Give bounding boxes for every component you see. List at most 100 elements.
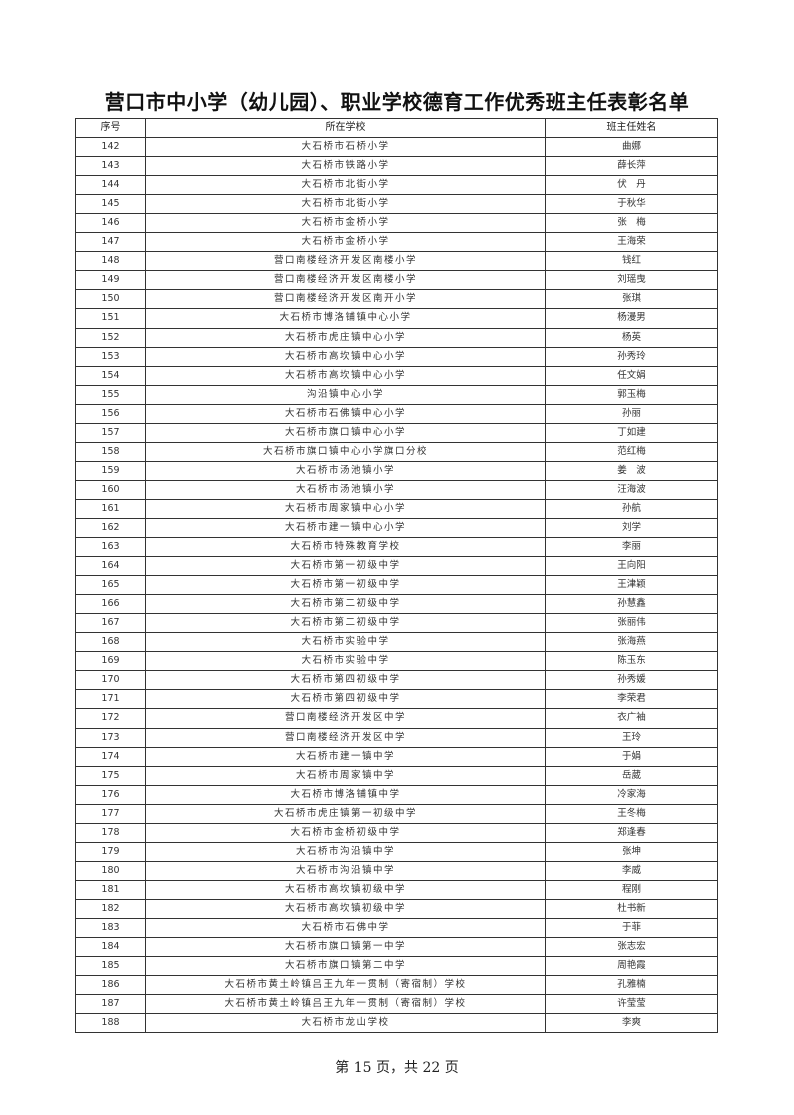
cell-teacher-name: 李荣君 <box>545 689 718 710</box>
table-row: 156 大石桥市石佛镇中心小学 孙丽 <box>75 403 718 424</box>
cell-school: 大石桥市旗口镇中心小学旗口分校 <box>145 441 546 462</box>
cell-index: 150 <box>75 289 146 310</box>
table-row: 172 营口南楼经济开发区中学 衣广袖 <box>75 708 718 729</box>
table-row: 168 大石桥市实验中学 张海燕 <box>75 632 718 653</box>
cell-index: 145 <box>75 194 146 215</box>
cell-index: 178 <box>75 822 146 843</box>
cell-teacher-name: 丁如建 <box>545 422 718 443</box>
cell-index: 166 <box>75 594 146 615</box>
table-row: 159 大石桥市汤池镇小学姜 波 <box>75 460 718 481</box>
cell-teacher-name: 于秋华 <box>545 194 718 215</box>
cell-index: 179 <box>75 841 146 862</box>
table-row: 180 大石桥市沟沿镇中学 李威 <box>75 860 718 881</box>
cell-index: 186 <box>75 975 146 996</box>
table-row: 178 大石桥市金桥初级中学 郑逢春 <box>75 822 718 843</box>
cell-index: 169 <box>75 651 146 672</box>
cell-index: 142 <box>75 137 146 158</box>
cell-school: 营口南楼经济开发区中学 <box>145 708 546 729</box>
cell-school: 大石桥市第一初级中学 <box>145 575 546 596</box>
cell-index: 153 <box>75 346 146 367</box>
cell-teacher-name: 杨英 <box>545 327 718 348</box>
cell-index: 162 <box>75 517 146 539</box>
table-row: 176 大石桥市博洛铺镇中学 冷家海 <box>75 784 718 805</box>
cell-teacher-name: 王津颖 <box>545 575 718 596</box>
cell-teacher-name: 薛长萍 <box>545 156 718 177</box>
cell-teacher-name: 钱红 <box>545 251 718 272</box>
cell-teacher-name: 张志宏 <box>545 937 718 958</box>
table-body: 142 大石桥市石桥小学 曲娜 143 大石桥市铁路小学 薛长萍 144 大石桥市北街小学伏 … <box>75 137 718 1034</box>
cell-school: 大石桥市石佛镇中心小学 <box>145 403 546 424</box>
cell-index: 187 <box>75 994 146 1015</box>
cell-school: 大石桥市虎庄镇第一初级中学 <box>145 803 546 824</box>
cell-index: 171 <box>75 689 146 710</box>
cell-teacher-name: 杨漫男 <box>545 308 718 329</box>
table-row: 151 大石桥市博洛铺镇中心小学 杨漫男 <box>75 308 718 329</box>
document-title: 营口市中小学（幼儿园）、职业学校德育工作优秀班主任表彰名单 <box>104 90 690 114</box>
cell-school: 大石桥市黄土岭镇吕王九年一贯制（寄宿制）学校 <box>145 994 546 1015</box>
table-row: 162 大石桥市建一镇中心小学 刘学 <box>75 517 718 539</box>
cell-teacher-name: 孙丽 <box>545 403 718 424</box>
cell-school: 大石桥市汤池镇小学 <box>145 479 546 500</box>
cell-school: 大石桥市高坎镇初级中学 <box>145 898 546 919</box>
cell-index: 149 <box>75 270 146 291</box>
cell-index: 175 <box>75 765 146 786</box>
table-row: 161 大石桥市周家镇中心小学 孙航 <box>75 498 718 519</box>
cell-school: 大石桥市虎庄镇中心小学 <box>145 327 546 348</box>
cell-teacher-name: 王玲 <box>545 727 718 748</box>
table-row: 185 大石桥市旗口镇第二中学 周艳霞 <box>75 956 718 977</box>
cell-school: 大石桥市博洛铺镇中学 <box>145 784 546 805</box>
table-row: 181 大石桥市高坎镇初级中学 程刚 <box>75 879 718 900</box>
cell-school: 大石桥市周家镇中心小学 <box>145 498 546 519</box>
cell-teacher-name: 孔雅楠 <box>545 975 718 996</box>
cell-teacher-name: 王冬梅 <box>545 803 718 824</box>
cell-teacher-name: 张坤 <box>545 841 718 862</box>
page-number: 第 15 页，共 22 页 <box>335 1060 459 1076</box>
cell-school: 大石桥市建一镇中学 <box>145 746 546 767</box>
table-row: 150 营口南楼经济开发区南开小学 张琪 <box>75 289 718 310</box>
cell-school: 大石桥市第二初级中学 <box>145 613 546 634</box>
cell-teacher-name: 姜 波 <box>545 460 718 481</box>
cell-school: 大石桥市高坎镇中心小学 <box>145 346 546 367</box>
cell-index: 156 <box>75 403 146 424</box>
cell-school: 大石桥市北街小学 <box>145 194 546 215</box>
table-row: 170 大石桥市第四初级中学 孙秀媛 <box>75 670 718 691</box>
cell-index: 163 <box>75 537 146 558</box>
cell-school: 大石桥市铁路小学 <box>145 156 546 177</box>
table-row: 183 大石桥市石佛中学 于菲 <box>75 917 718 939</box>
cell-teacher-name: 周艳霞 <box>545 956 718 977</box>
cell-index: 181 <box>75 879 146 900</box>
table-row: 171 大石桥市第四初级中学 李荣君 <box>75 689 718 710</box>
cell-school: 营口南楼经济开发区南楼小学 <box>145 251 546 272</box>
cell-teacher-name: 于娟 <box>545 746 718 767</box>
cell-school: 大石桥市实验中学 <box>145 632 546 653</box>
cell-index: 144 <box>75 175 146 196</box>
cell-index: 180 <box>75 860 146 881</box>
cell-teacher-name: 李丽 <box>545 537 718 558</box>
cell-teacher-name: 孙秀玲 <box>545 346 718 367</box>
cell-index: 182 <box>75 898 146 919</box>
table-row: 175 大石桥市周家镇中学 岳葳 <box>75 765 718 786</box>
cell-index: 157 <box>75 422 146 443</box>
table-row: 146 大石桥市金桥小学张 梅 <box>75 213 718 234</box>
cell-school: 大石桥市建一镇中心小学 <box>145 517 546 539</box>
cell-index: 151 <box>75 308 146 329</box>
cell-index: 155 <box>75 384 146 405</box>
cell-teacher-name: 孙慧鑫 <box>545 594 718 615</box>
cell-teacher-name: 范红梅 <box>545 441 718 462</box>
table-row: 186 大石桥市黄土岭镇吕王九年一贯制（寄宿制）学校 孔雅楠 <box>75 975 718 996</box>
cell-school: 大石桥市金桥小学 <box>145 232 546 253</box>
cell-teacher-name: 张 梅 <box>545 213 718 234</box>
table-row: 166 大石桥市第二初级中学 孙慧鑫 <box>75 594 718 615</box>
cell-school: 大石桥市第二初级中学 <box>145 594 546 615</box>
cell-school: 大石桥市龙山学校 <box>145 1013 546 1034</box>
cell-teacher-name: 衣广袖 <box>545 708 718 729</box>
cell-teacher-name: 孙秀媛 <box>545 670 718 691</box>
table-row: 169 大石桥市实验中学 陈玉东 <box>75 651 718 672</box>
table-row: 173 营口南楼经济开发区中学 王玲 <box>75 727 718 748</box>
table-row: 144 大石桥市北街小学伏 丹 <box>75 175 718 196</box>
cell-teacher-name: 刘学 <box>545 517 718 539</box>
cell-school: 大石桥市第一初级中学 <box>145 556 546 577</box>
cell-index: 167 <box>75 613 146 634</box>
table-row: 160 大石桥市汤池镇小学 汪海波 <box>75 479 718 500</box>
table-row: 187 大石桥市黄土岭镇吕王九年一贯制（寄宿制）学校 许莹莹 <box>75 994 718 1015</box>
